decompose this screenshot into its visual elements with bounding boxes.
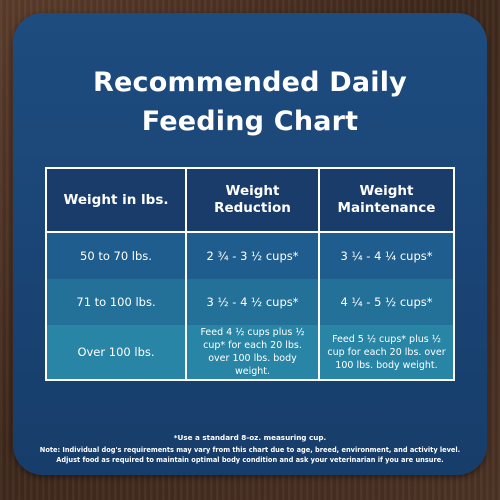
reduction-cell: 3 ½ - 4 ½ cups* bbox=[187, 279, 320, 325]
feeding-chart-card: Recommended Daily Feeding Chart Weight i… bbox=[13, 13, 487, 475]
weight-cell: 50 to 70 lbs. bbox=[47, 233, 187, 279]
weight-cell: 71 to 100 lbs. bbox=[47, 279, 187, 325]
table-row: 50 to 70 lbs. 2 ¾ - 3 ½ cups* 3 ¼ - 4 ¼ … bbox=[47, 233, 453, 279]
note-line-2: Adjust food as required to maintain opti… bbox=[56, 456, 444, 464]
table-row: Over 100 lbs. Feed 4 ½ cups plus ½ cup* … bbox=[47, 325, 453, 379]
chart-title-line-1: Recommended Daily bbox=[93, 67, 407, 98]
header-weight: Weight in lbs. bbox=[47, 169, 187, 231]
maintenance-cell: 4 ¼ - 5 ½ cups* bbox=[340, 295, 433, 309]
table-header-row: Weight in lbs. Weight Reduction Weight M… bbox=[47, 169, 453, 233]
header-weight-maintenance: Weight Maintenance bbox=[337, 183, 436, 216]
chart-title-line-2: Feeding Chart bbox=[141, 106, 359, 137]
reduction-cell: Feed 4 ½ cups plus ½ cup* for each 20 lb… bbox=[187, 325, 320, 379]
table-row: 71 to 100 lbs. 3 ½ - 4 ½ cups* 4 ¼ - 5 ½… bbox=[47, 279, 453, 325]
weight-cell: Over 100 lbs. bbox=[47, 325, 187, 379]
maintenance-cell: Feed 5 ½ cups* plus ½ cup for each 20 lb… bbox=[327, 333, 446, 371]
note-line-1: Note: Individual dog's requirements may … bbox=[39, 446, 461, 454]
measuring-cup-footnote: *Use a standard 8-oz. measuring cup. bbox=[173, 433, 327, 442]
maintenance-cell: 3 ¼ - 4 ¼ cups* bbox=[340, 249, 433, 263]
feeding-table: Weight in lbs. Weight Reduction Weight M… bbox=[45, 167, 455, 381]
header-weight-reduction: Weight Reduction bbox=[187, 169, 320, 231]
reduction-cell: 2 ¾ - 3 ½ cups* bbox=[187, 233, 320, 279]
